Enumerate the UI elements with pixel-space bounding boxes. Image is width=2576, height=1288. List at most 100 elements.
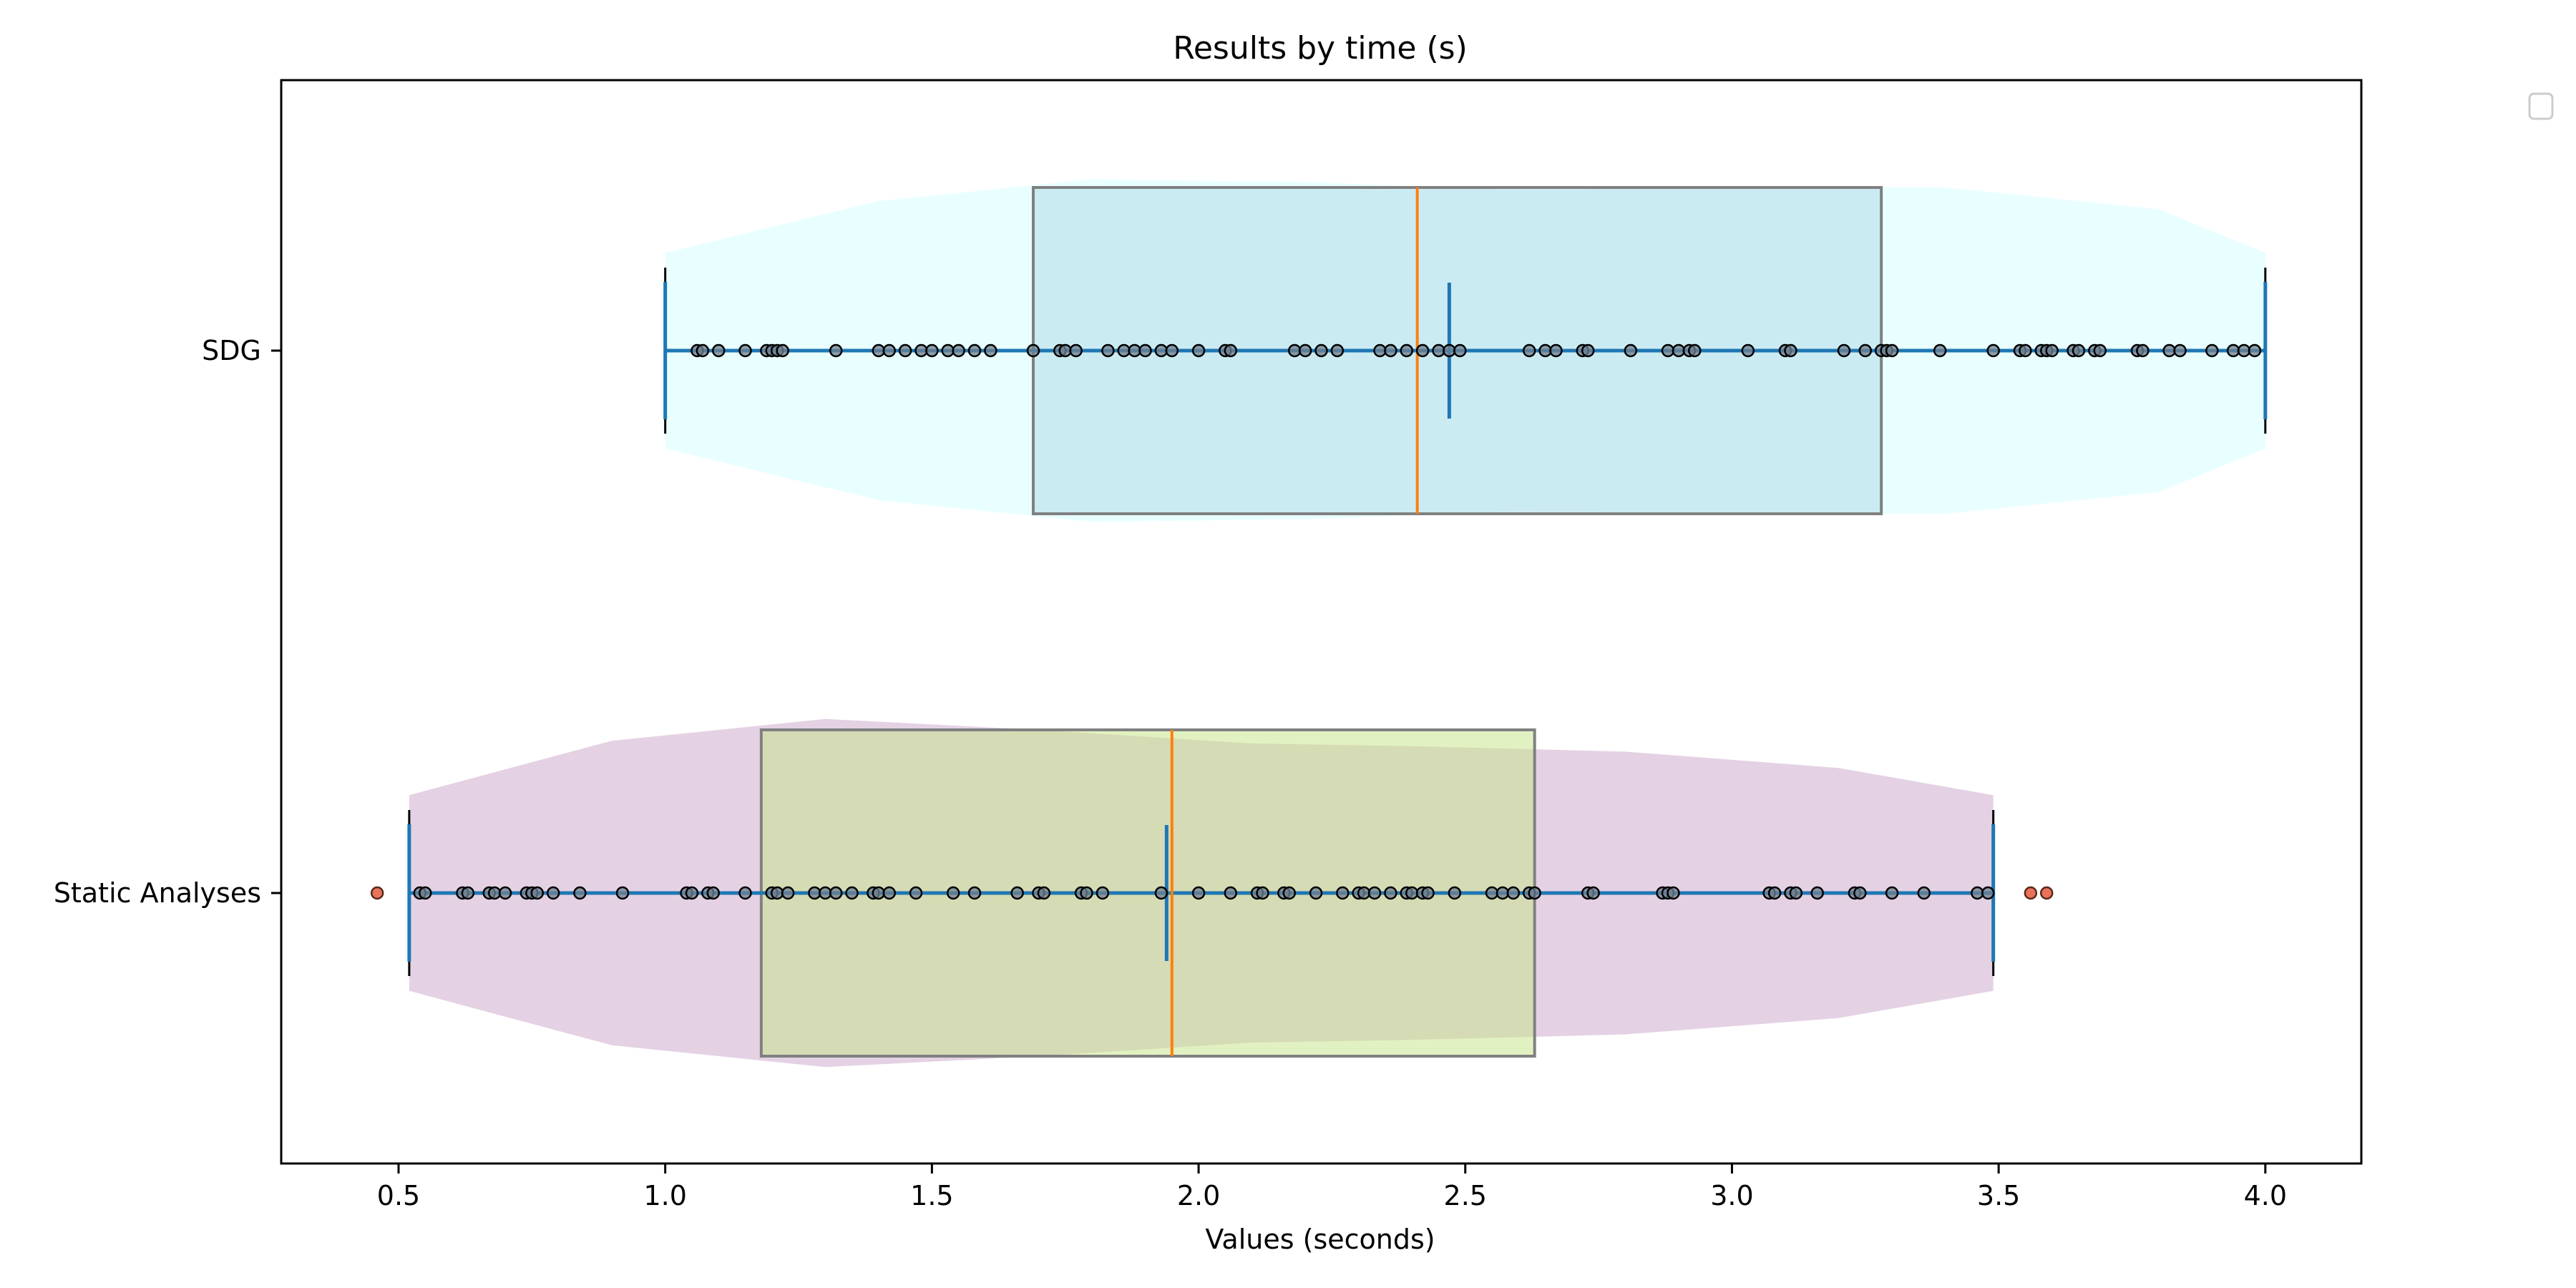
data-point <box>498 886 512 900</box>
data-point <box>530 886 545 900</box>
x-tick-label: 2.0 <box>1177 1180 1220 1211</box>
chart-title: Results by time (s) <box>1173 30 1467 67</box>
data-point <box>776 343 789 358</box>
data-point <box>1506 886 1521 900</box>
data-point <box>1810 886 1824 900</box>
data-point <box>1672 343 1686 358</box>
data-point <box>781 886 795 900</box>
data-point <box>738 343 752 358</box>
legend-box <box>2528 92 2554 120</box>
data-point <box>819 886 832 900</box>
data-point <box>1373 343 1387 358</box>
y-tick-label: Static Analyses <box>54 877 261 909</box>
outlier-point <box>2024 886 2038 900</box>
outlier-point <box>370 886 384 900</box>
data-point <box>546 886 560 900</box>
category-group <box>370 718 2054 1068</box>
data-point <box>1154 343 1169 358</box>
data-point <box>1784 343 1797 358</box>
data-point <box>1165 343 1179 358</box>
data-point <box>1741 343 1755 358</box>
data-point <box>1522 343 1536 358</box>
data-point <box>1037 886 1051 900</box>
data-point <box>1448 886 1462 900</box>
data-point <box>1581 343 1595 358</box>
data-point <box>1101 343 1115 358</box>
data-point <box>1069 343 1083 358</box>
data-point <box>1191 343 1206 358</box>
data-point <box>967 343 982 358</box>
data-point <box>909 886 923 900</box>
data-point <box>2072 343 2086 358</box>
x-tick-label: 2.5 <box>1444 1180 1487 1211</box>
data-point <box>1400 343 1414 358</box>
data-point <box>1981 886 1995 900</box>
data-point <box>1330 343 1345 358</box>
data-point <box>1384 343 1397 358</box>
data-point <box>808 886 821 900</box>
data-point <box>882 343 896 358</box>
data-point <box>1405 886 1419 900</box>
data-point <box>615 886 630 900</box>
data-point <box>1287 343 1302 358</box>
x-tick-label: 1.5 <box>910 1180 953 1211</box>
data-point <box>882 886 896 900</box>
x-tick-label: 1.0 <box>643 1180 686 1211</box>
data-point <box>1432 343 1445 358</box>
data-point <box>1058 343 1072 358</box>
data-point <box>1496 886 1510 900</box>
data-point <box>2045 343 2059 358</box>
data-point <box>573 886 587 900</box>
data-point <box>872 886 886 900</box>
data-point <box>2237 343 2251 358</box>
data-point <box>1154 886 1169 900</box>
data-point <box>1224 886 1238 900</box>
data-point <box>1767 886 1782 900</box>
data-point <box>925 343 939 358</box>
data-point <box>941 343 955 358</box>
data-point <box>461 886 475 900</box>
data-point <box>696 343 710 358</box>
data-point <box>1661 343 1675 358</box>
data-point <box>2162 343 2176 358</box>
data-point <box>1933 343 1947 358</box>
data-point <box>845 886 859 900</box>
y-axis: SDG Static Analyses <box>54 335 281 909</box>
data-point <box>1314 343 1328 358</box>
x-tick-label: 4.0 <box>2244 1180 2287 1211</box>
data-point <box>1667 886 1680 900</box>
data-point <box>487 886 502 900</box>
data-point <box>1986 343 2000 358</box>
data-point <box>2093 343 2107 358</box>
data-point <box>1443 343 1456 358</box>
data-point <box>419 886 432 900</box>
data-point <box>1224 343 1238 358</box>
data-point <box>1917 886 1931 900</box>
data-point <box>1688 343 1702 358</box>
data-point <box>1549 343 1563 358</box>
plot-area <box>370 179 2268 1068</box>
data-point <box>829 343 843 358</box>
data-point <box>1256 886 1269 900</box>
data-point <box>1367 886 1382 900</box>
x-axis-label: Values (seconds) <box>1205 1224 1435 1255</box>
data-point <box>770 886 784 900</box>
data-point <box>1485 886 1499 900</box>
data-point <box>1453 343 1467 358</box>
data-point <box>872 343 886 358</box>
data-point <box>685 886 699 900</box>
data-point <box>914 343 928 358</box>
data-point <box>2173 343 2187 358</box>
data-point <box>1384 886 1397 900</box>
data-point <box>738 886 752 900</box>
data-point <box>1026 343 1040 358</box>
category-group <box>663 179 2268 522</box>
data-point <box>898 343 912 358</box>
data-point <box>1421 886 1435 900</box>
data-point <box>1138 343 1152 358</box>
data-point <box>706 886 721 900</box>
data-point <box>2248 343 2262 358</box>
data-point <box>1010 886 1024 900</box>
data-point <box>1191 886 1206 900</box>
